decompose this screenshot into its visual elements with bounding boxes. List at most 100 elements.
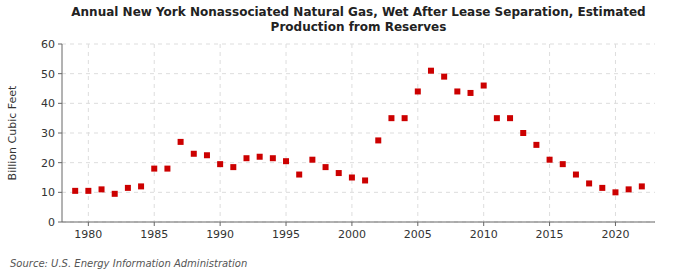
- point: [336, 170, 342, 176]
- grid: [62, 44, 655, 222]
- grid-line: [154, 44, 155, 222]
- y-tick-label: 20: [41, 157, 55, 170]
- point: [125, 185, 131, 191]
- point: [560, 161, 566, 167]
- point: [612, 189, 618, 195]
- grid-line: [62, 103, 655, 104]
- y-tick-label: 60: [41, 38, 55, 51]
- point: [626, 186, 632, 192]
- point: [270, 155, 276, 161]
- point: [468, 90, 474, 96]
- point: [296, 172, 302, 178]
- grid-line: [62, 162, 655, 163]
- y-tick: [58, 133, 62, 134]
- point: [402, 115, 408, 121]
- grid-line: [62, 222, 655, 223]
- points: [72, 68, 645, 197]
- point: [507, 115, 513, 121]
- grid-line: [417, 44, 418, 222]
- grid-line: [62, 73, 655, 74]
- point: [375, 137, 381, 143]
- x-tick-label: 2020: [601, 228, 629, 241]
- y-tick-label: 40: [41, 97, 55, 110]
- y-tick-label: 0: [48, 216, 55, 229]
- x-tick-label: 1980: [74, 228, 102, 241]
- x-tick: [351, 222, 352, 226]
- point: [230, 164, 236, 170]
- point: [388, 115, 394, 121]
- x-tick-label: 2000: [338, 228, 366, 241]
- x-tick: [549, 222, 550, 226]
- point: [428, 68, 434, 74]
- grid-line: [62, 133, 655, 134]
- x-tick-label: 1990: [206, 228, 234, 241]
- x-tick-label: 2010: [470, 228, 498, 241]
- grid-line: [62, 44, 655, 45]
- point: [257, 154, 263, 160]
- point: [72, 188, 78, 194]
- y-tick: [58, 162, 62, 163]
- point: [138, 183, 144, 189]
- point: [85, 188, 91, 194]
- grid-line: [88, 44, 89, 222]
- point: [639, 183, 645, 189]
- point: [243, 155, 249, 161]
- point: [520, 130, 526, 136]
- point: [112, 191, 118, 197]
- point: [573, 172, 579, 178]
- y-tick: [58, 222, 62, 223]
- point: [309, 157, 315, 163]
- x-tick: [154, 222, 155, 226]
- y-tick: [58, 103, 62, 104]
- grid-line: [351, 44, 352, 222]
- x-tick: [417, 222, 418, 226]
- x-tick: [483, 222, 484, 226]
- point: [481, 83, 487, 89]
- chart: Annual New York Nonassociated Natural Ga…: [0, 0, 675, 275]
- source-note: Source: U.S. Energy Information Administ…: [10, 258, 247, 269]
- y-tick-label: 10: [41, 186, 55, 199]
- y-tick-label: 30: [41, 127, 55, 140]
- x-tick-label: 2015: [536, 228, 564, 241]
- point: [547, 157, 553, 163]
- point: [494, 115, 500, 121]
- x-tick: [220, 222, 221, 226]
- point: [454, 88, 460, 94]
- point: [599, 185, 605, 191]
- point: [204, 152, 210, 158]
- point: [586, 180, 592, 186]
- point: [99, 186, 105, 192]
- x-tick: [88, 222, 89, 226]
- grid-line: [549, 44, 550, 222]
- x-tick-label: 1985: [140, 228, 168, 241]
- point: [178, 139, 184, 145]
- grid-line: [62, 192, 655, 193]
- y-tick: [58, 44, 62, 45]
- title-line: Annual New York Nonassociated Natural Ga…: [71, 5, 645, 19]
- point: [151, 166, 157, 172]
- point: [349, 175, 355, 181]
- point: [533, 142, 539, 148]
- y-tick: [58, 73, 62, 74]
- point: [323, 164, 329, 170]
- title-line: Production from Reserves: [271, 20, 447, 34]
- point: [362, 177, 368, 183]
- x-tick-label: 1995: [272, 228, 300, 241]
- x-tick-label: 2005: [404, 228, 432, 241]
- point: [283, 158, 289, 164]
- x-tick: [286, 222, 287, 226]
- grid-line: [220, 44, 221, 222]
- point: [164, 166, 170, 172]
- y-tick: [58, 192, 62, 193]
- y-axis-label: Billion Cubic Feet: [6, 85, 19, 180]
- point: [217, 161, 223, 167]
- point: [441, 74, 447, 80]
- x-tick: [615, 222, 616, 226]
- point: [415, 88, 421, 94]
- title: Annual New York Nonassociated Natural Ga…: [71, 5, 645, 34]
- y-tick-label: 50: [41, 68, 55, 81]
- grid-line: [483, 44, 484, 222]
- grid-line: [286, 44, 287, 222]
- x-axis: [62, 222, 655, 223]
- point: [191, 151, 197, 157]
